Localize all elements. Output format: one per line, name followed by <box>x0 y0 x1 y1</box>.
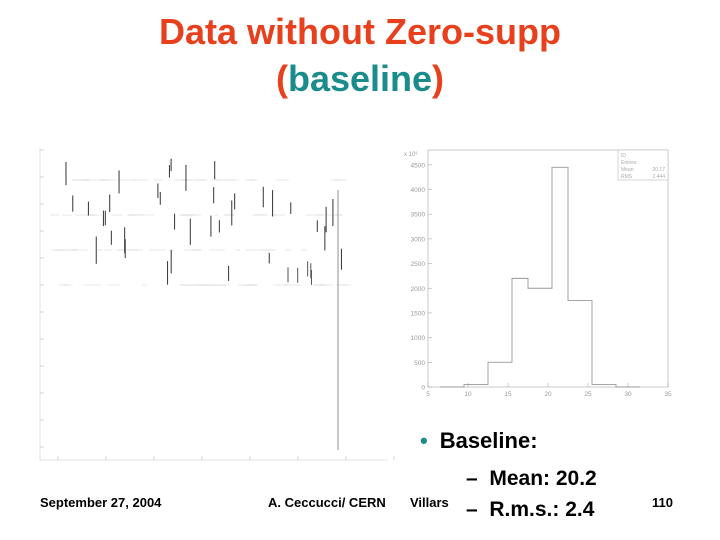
title-baseline-word: baseline <box>287 58 433 99</box>
footer-date: September 27, 2004 <box>40 495 162 510</box>
stats-label-2: Mean <box>621 167 634 173</box>
footer-page-number: 110 <box>652 495 673 510</box>
bullet-baseline: • Baseline: <box>420 428 538 454</box>
bullet-dot-icon: • <box>420 428 428 453</box>
mean-text: Mean: 20.2 <box>489 467 597 490</box>
slide-title: Data without Zero-supp (baseline) <box>0 8 720 102</box>
baseline-scan-plot <box>39 148 395 461</box>
y-tick-label-0: 0 <box>421 385 425 392</box>
dash-2: – <box>466 498 478 521</box>
stats-value-3: 2.444 <box>652 174 665 180</box>
y-tick-label-4: 2000 <box>411 286 426 293</box>
footer-venue: Villars <box>410 495 449 510</box>
title-paren-close: ) <box>432 58 445 99</box>
histogram-frame <box>427 149 669 388</box>
rms-text: R.m.s.: 2.4 <box>489 498 595 521</box>
baseline-histogram: 0 500 1000 1500 2000 2500 3000 3500 4000 4500 x 10… <box>404 149 672 398</box>
title-line-2: (baseline) <box>0 55 720 102</box>
stats-label-0: ID <box>621 153 626 159</box>
y-tick-label-6: 3000 <box>411 236 426 243</box>
footer-author: A. Ceccucci/ CERN <box>268 495 386 510</box>
y-tick-label-1: 500 <box>414 360 425 367</box>
y-tick-label-7: 3500 <box>411 212 426 219</box>
y-tick-label-3: 1500 <box>411 310 426 317</box>
y-tick-label-9: 4500 <box>411 162 426 169</box>
x-tick-label-6: 35 <box>664 391 672 398</box>
x-tick-label-1: 10 <box>464 391 472 398</box>
y-multiplier-label: x 10³ <box>404 152 417 158</box>
y-tick-label-2: 1000 <box>411 335 426 342</box>
y-tick-label-8: 4000 <box>411 187 426 194</box>
dash-1: – <box>466 467 478 490</box>
stats-label-3: RMS <box>621 174 633 180</box>
x-tick-label-0: 5 <box>426 391 430 398</box>
x-tick-label-4: 25 <box>584 391 592 398</box>
sub-bullet-mean: – Mean: 20.2 <box>466 467 597 491</box>
stats-label-1: Entries <box>621 160 637 166</box>
sub-bullet-rms: – R.m.s.: 2.4 <box>466 498 594 522</box>
x-tick-label-3: 20 <box>544 391 552 398</box>
stats-value-2: 20.17 <box>652 167 665 173</box>
bullet-baseline-text: Baseline: <box>439 428 538 453</box>
stats-box <box>617 149 669 181</box>
bullet-list: • Baseline: <box>420 428 538 454</box>
x-tick-label-5: 30 <box>624 391 632 398</box>
x-tick-label-2: 15 <box>504 391 512 398</box>
histogram-outline <box>440 166 640 388</box>
title-line-1: Data without Zero-supp <box>159 11 561 52</box>
y-tick-label-5: 2500 <box>411 261 426 268</box>
title-paren-open: ( <box>275 58 288 99</box>
